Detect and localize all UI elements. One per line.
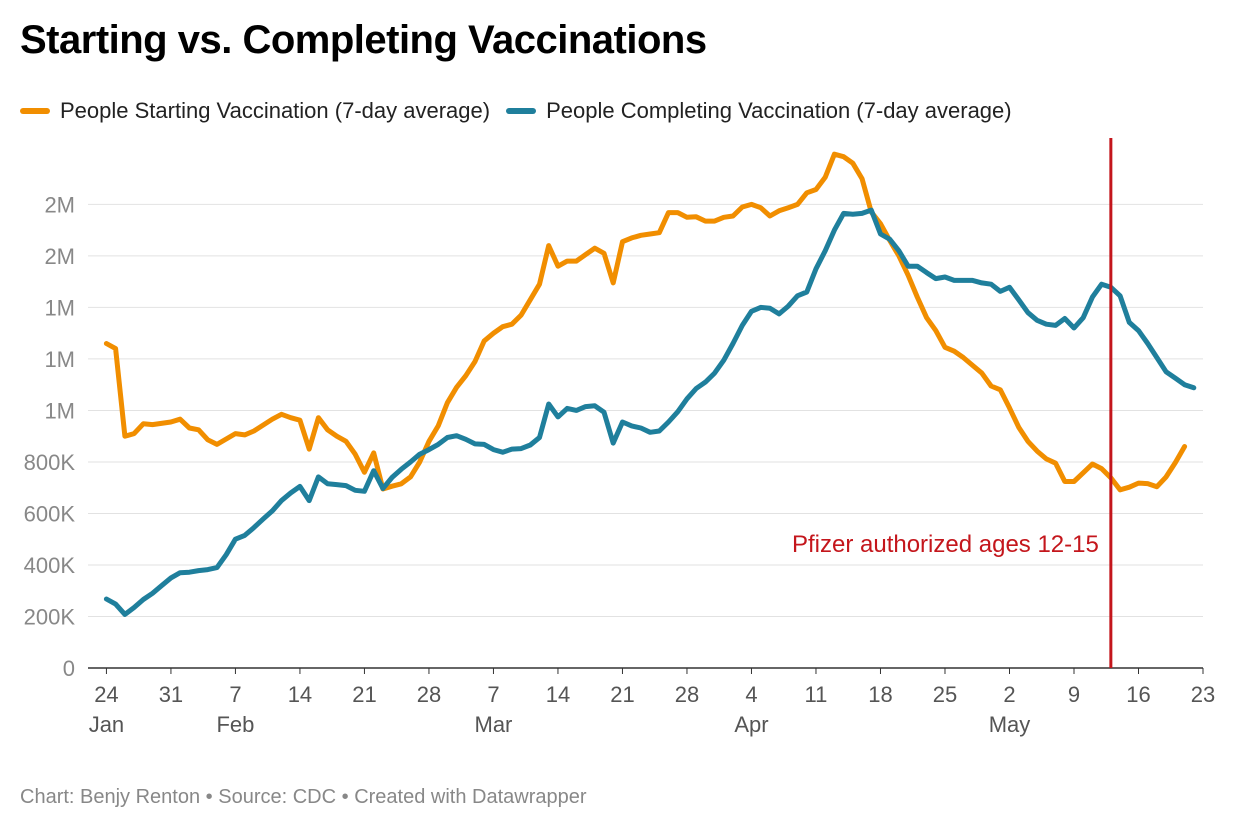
x-tick-label: 9 (1068, 682, 1080, 707)
x-tick-label: 11 (805, 682, 828, 707)
x-month-label: Mar (475, 712, 513, 737)
x-tick-label: 4 (745, 682, 757, 707)
y-tick-label: 800K (24, 450, 76, 475)
footer-separator: • (341, 786, 349, 808)
y-tick-label: 0 (63, 656, 75, 681)
x-month-label: Apr (734, 712, 768, 737)
y-tick-label: 2M (44, 244, 75, 269)
x-tick-label: 21 (610, 682, 634, 707)
footer-source: Source: CDC (218, 786, 337, 808)
x-tick-label: 31 (159, 682, 183, 707)
footer-credit: Chart: Benjy Renton (20, 786, 201, 808)
x-tick-label: 18 (868, 682, 892, 707)
x-tick-label: 28 (675, 682, 699, 707)
y-tick-label: 1M (44, 398, 75, 423)
legend-label-completing: People Completing Vaccination (7-day ave… (546, 98, 1012, 123)
x-month-label: Feb (216, 712, 254, 737)
x-tick-label: 24 (94, 682, 118, 707)
x-tick-label: 14 (546, 682, 570, 707)
x-tick-label: 28 (417, 682, 441, 707)
y-tick-label: 2M (44, 192, 75, 217)
legend-swatch-starting (20, 108, 50, 114)
x-tick-label: 7 (487, 682, 499, 707)
legend-swatch-completing (506, 108, 537, 114)
legend-label-starting: People Starting Vaccination (7-day avera… (60, 98, 491, 123)
x-tick-label: 23 (1191, 682, 1215, 707)
x-month-label: Jan (89, 712, 124, 737)
x-tick-label: 14 (288, 682, 312, 707)
chart-title: Starting vs. Completing Vaccinations (20, 18, 707, 62)
series-line-completing (103, 207, 1197, 617)
legend-item-completing: People Completing Vaccination (7-day ave… (506, 98, 1012, 124)
x-tick-label: 25 (933, 682, 957, 707)
y-tick-label: 200K (24, 604, 76, 629)
chart-footer: Chart: Benjy Renton • Source: CDC • Crea… (20, 786, 587, 809)
x-month-label: May (989, 712, 1031, 737)
y-tick-label: 400K (24, 553, 76, 578)
y-tick-label: 1M (44, 347, 75, 372)
annotation-label: Pfizer authorized ages 12-15 (792, 531, 1099, 558)
footer-separator: • (205, 786, 213, 808)
y-tick-label: 1M (44, 295, 75, 320)
legend: People Starting Vaccination (7-day avera… (20, 98, 1028, 124)
x-tick-label: 21 (352, 682, 376, 707)
y-tick-label: 600K (24, 501, 76, 526)
footer-tool: Created with Datawrapper (354, 786, 587, 808)
x-tick-label: 16 (1126, 682, 1150, 707)
x-tick-label: 2 (1003, 682, 1015, 707)
legend-item-starting: People Starting Vaccination (7-day avera… (20, 98, 490, 124)
series-line-starting (103, 151, 1188, 493)
x-tick-label: 7 (229, 682, 241, 707)
